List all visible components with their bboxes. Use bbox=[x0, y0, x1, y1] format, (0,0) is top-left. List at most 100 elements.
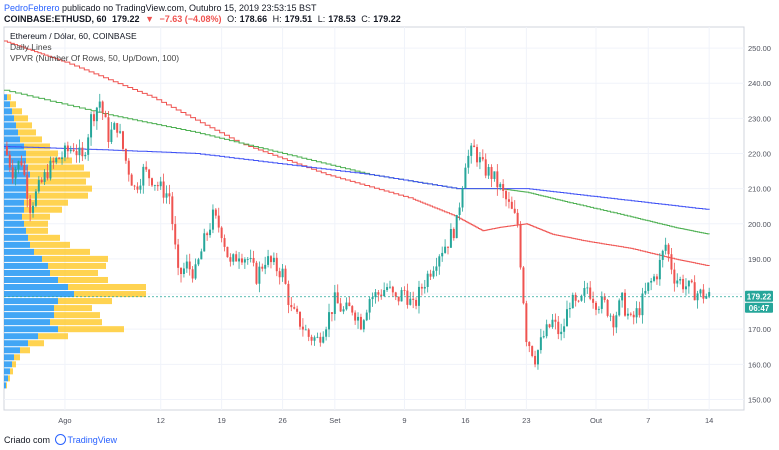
vpvr-up-bar bbox=[4, 227, 26, 234]
candle-body bbox=[63, 145, 66, 158]
candle-body bbox=[391, 286, 394, 293]
vpvr-down-bar bbox=[34, 248, 90, 255]
candle-body bbox=[670, 254, 673, 270]
candle-body bbox=[342, 309, 345, 312]
vpvr-down-bar bbox=[68, 284, 146, 291]
candle-body bbox=[699, 289, 702, 294]
vpvr-down-bar bbox=[58, 326, 124, 333]
candle-body bbox=[476, 147, 479, 163]
vpvr-up-bar bbox=[4, 298, 58, 305]
candle-body bbox=[458, 207, 461, 216]
candle-body bbox=[191, 269, 194, 279]
candle-body bbox=[299, 311, 301, 327]
candle-body bbox=[203, 233, 206, 252]
candle-body bbox=[61, 157, 64, 160]
chart-legend: Ethereum / Dólar, 60, COINBASE Daily Lin… bbox=[10, 31, 179, 64]
candle-body bbox=[493, 171, 496, 179]
candle-body bbox=[394, 292, 397, 297]
legend-daily-lines: Daily Lines bbox=[10, 42, 52, 52]
candle-body bbox=[641, 293, 644, 316]
candle-body bbox=[539, 337, 542, 351]
tradingview-link[interactable]: TradingView bbox=[67, 435, 118, 445]
candle-body bbox=[116, 123, 119, 133]
open-value: 178.66 bbox=[239, 14, 268, 24]
candle-body bbox=[26, 174, 29, 199]
vpvr-up-bar bbox=[4, 115, 14, 122]
ma-green-line bbox=[4, 89, 710, 235]
vpvr-up-bar bbox=[4, 248, 34, 255]
price-tick-label: 240.00 bbox=[748, 79, 771, 88]
symbol-label: COINBASE:ETHUSD, 60 bbox=[4, 14, 107, 24]
ohlc-header: COINBASE:ETHUSD, 60 179.22 ▼ −7.63 (−4.0… bbox=[4, 14, 404, 25]
candle-body bbox=[313, 337, 316, 341]
legend-vpvr: VPVR (Number Of Rows, 50, Up/Down, 100) bbox=[10, 53, 180, 63]
candle-body bbox=[261, 266, 264, 269]
vpvr-up-bar bbox=[4, 213, 22, 220]
candle-body bbox=[174, 224, 177, 245]
high-label: H: bbox=[272, 14, 282, 24]
candle-body bbox=[505, 190, 508, 200]
vpvr-up-bar bbox=[4, 108, 12, 115]
vpvr-up-bar bbox=[4, 192, 26, 199]
moving-averages bbox=[4, 40, 710, 266]
vpvr-down-bar bbox=[26, 227, 48, 234]
candle-body bbox=[653, 276, 656, 281]
candle-body bbox=[226, 246, 229, 258]
candle-body bbox=[32, 205, 35, 213]
candle-body bbox=[510, 201, 513, 209]
candle-body bbox=[438, 256, 441, 267]
candle-body bbox=[467, 155, 470, 168]
vpvr-down-bar bbox=[58, 298, 112, 305]
candle-body bbox=[11, 167, 14, 179]
candle-body bbox=[267, 256, 270, 265]
candle-body bbox=[362, 320, 365, 330]
candle-body bbox=[127, 160, 130, 175]
candle-body bbox=[322, 336, 325, 343]
candle-body bbox=[478, 157, 481, 163]
candle-body bbox=[84, 154, 87, 157]
vpvr-down-bar bbox=[16, 122, 32, 129]
candle-body bbox=[345, 302, 348, 310]
time-tick-label: 23 bbox=[522, 416, 530, 425]
candle-body bbox=[87, 137, 90, 155]
candle-body bbox=[98, 101, 101, 108]
vpvr-up-bar bbox=[4, 291, 74, 298]
candle-body bbox=[40, 180, 43, 182]
vpvr-down-bar bbox=[10, 101, 16, 108]
candle-body bbox=[687, 280, 690, 287]
candle-body bbox=[595, 302, 597, 310]
low-value: 178.53 bbox=[328, 14, 356, 24]
candle-body bbox=[557, 321, 560, 335]
publish-header: PedroFebrero publicado no TradingView.co… bbox=[4, 3, 317, 14]
vpvr-down-bar bbox=[54, 305, 92, 312]
candle-body bbox=[197, 259, 200, 265]
candle-body bbox=[420, 286, 423, 289]
candle-body bbox=[386, 287, 389, 291]
candle-body bbox=[328, 312, 331, 330]
candle-body bbox=[708, 292, 711, 297]
candle-body bbox=[632, 314, 635, 318]
vpvr-up-bar bbox=[4, 255, 42, 262]
candle-body bbox=[400, 290, 403, 302]
candle-body bbox=[304, 329, 307, 331]
candle-body bbox=[667, 244, 670, 255]
vpvr-up-bar bbox=[4, 171, 30, 178]
vpvr-down-bar bbox=[54, 312, 100, 319]
candle-body bbox=[502, 184, 505, 191]
candle-body bbox=[249, 257, 252, 260]
candle-body bbox=[145, 166, 148, 170]
author-link[interactable]: PedroFebrero bbox=[4, 3, 60, 13]
vpvr-up-bar bbox=[4, 206, 24, 213]
candle-body bbox=[325, 329, 328, 337]
vpvr-up-bar bbox=[4, 129, 18, 136]
time-tick-label: Ago bbox=[58, 416, 71, 425]
timer-badge-bg bbox=[745, 302, 773, 313]
candle-body bbox=[287, 283, 290, 306]
candle-body bbox=[180, 267, 183, 275]
vpvr-down-bar bbox=[28, 234, 60, 241]
candle-body bbox=[272, 257, 275, 263]
candle-body bbox=[104, 113, 107, 118]
vpvr-up-bar bbox=[4, 157, 26, 164]
vpvr-down-bar bbox=[28, 340, 44, 347]
